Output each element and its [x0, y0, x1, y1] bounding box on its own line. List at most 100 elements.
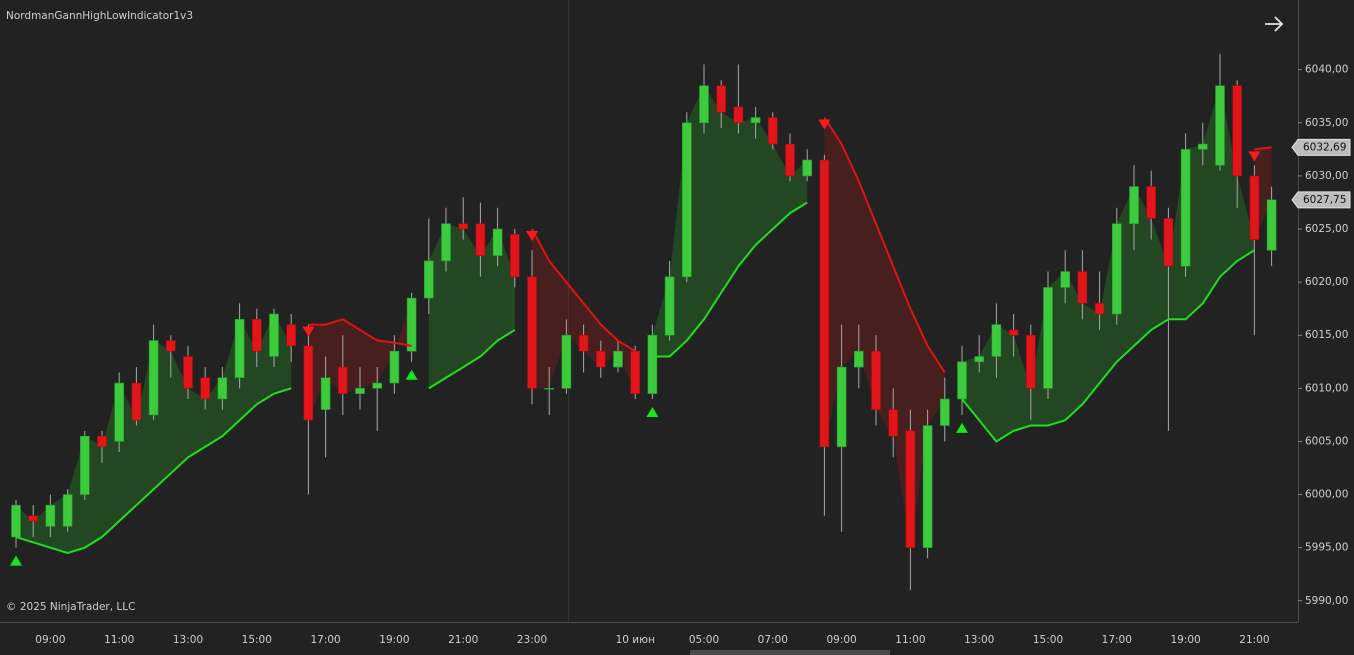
candle-body — [252, 319, 262, 352]
candle-body — [45, 504, 56, 527]
candle-body — [733, 106, 744, 124]
candle-body — [681, 122, 692, 278]
candle-body — [819, 159, 830, 448]
candle-body — [183, 356, 193, 389]
candle-body — [114, 382, 124, 442]
candle-body — [544, 388, 555, 390]
y-tick-label: 6020,00 — [1305, 276, 1348, 288]
sell-signal — [818, 119, 831, 130]
candle-body — [1249, 175, 1260, 240]
y-tick-label: 5990,00 — [1305, 595, 1348, 607]
candle-body — [1146, 186, 1156, 219]
candle-body — [578, 334, 589, 352]
x-tick-label: 21:00 — [1239, 634, 1269, 646]
candle-body — [647, 334, 658, 394]
candle-body — [217, 377, 228, 400]
indicator-line — [961, 249, 1255, 443]
candle-body — [957, 361, 967, 400]
x-tick-label: 09:00 — [826, 634, 856, 646]
candle-body — [974, 356, 985, 363]
sell-signal — [526, 231, 538, 242]
candle-body — [320, 377, 331, 410]
x-tick-label: 09:00 — [35, 634, 65, 646]
x-tick-label: 17:00 — [1102, 634, 1132, 646]
candle-body — [389, 350, 400, 384]
candle-body — [11, 504, 21, 538]
candle-body — [62, 494, 73, 527]
sell-signal — [1248, 151, 1261, 162]
candle-body — [802, 159, 813, 177]
candle-body — [1060, 271, 1070, 288]
buy-signal — [646, 406, 659, 417]
candle-body — [286, 324, 297, 347]
candle-body — [1180, 149, 1191, 267]
x-tick-label: 13:00 — [173, 634, 203, 646]
candle-body — [664, 276, 675, 336]
candle-body — [1026, 334, 1036, 389]
price-marker-label: 6032,69 — [1303, 141, 1346, 153]
x-tick-label: 21:00 — [448, 634, 478, 646]
candle-body — [475, 223, 486, 256]
x-tick-label: 19:00 — [1170, 634, 1200, 646]
y-tick-label: 6000,00 — [1305, 489, 1348, 501]
buy-signal — [405, 369, 418, 380]
price-marker — [1291, 138, 1351, 156]
candle-body — [699, 85, 709, 124]
candle-body — [630, 350, 641, 394]
x-tick-label: 19:00 — [379, 634, 409, 646]
candle-body — [337, 366, 348, 394]
x-tick-label: 17:00 — [310, 634, 340, 646]
candle-body — [1232, 85, 1242, 177]
x-tick-label: 15:00 — [242, 634, 272, 646]
x-tick-label: 05:00 — [689, 634, 719, 646]
candle-body — [561, 334, 572, 389]
indicator-line — [1254, 146, 1272, 151]
candle-body — [1198, 143, 1208, 150]
candle-body — [716, 85, 727, 113]
candle-body — [1163, 218, 1174, 267]
x-tick-label: 13:00 — [964, 634, 994, 646]
candle-body — [613, 350, 623, 368]
candle-body — [1094, 303, 1105, 315]
indicator-line — [823, 116, 946, 373]
candle-body — [80, 435, 90, 495]
candle-body — [767, 117, 778, 145]
indicator-fill — [308, 298, 412, 421]
sell-signal — [302, 326, 315, 337]
x-tick-label: 10 июн — [616, 634, 655, 646]
candle-body — [1215, 85, 1225, 166]
candle-body — [131, 382, 142, 421]
candle-body — [1129, 186, 1139, 225]
candle-body — [939, 398, 950, 426]
candle-body — [492, 228, 503, 256]
candle-body — [785, 143, 795, 177]
y-tick-label: 6005,00 — [1305, 435, 1348, 447]
candle-body — [372, 382, 383, 389]
candle-body — [148, 340, 159, 416]
y-tick-label: 6040,00 — [1305, 64, 1348, 76]
candle-body — [1008, 329, 1019, 336]
y-tick-label: 6035,00 — [1305, 117, 1348, 129]
plot-area — [10, 53, 1277, 591]
candle-body — [200, 377, 210, 400]
candle-body — [905, 430, 916, 548]
price-marker — [1291, 191, 1351, 209]
candle-body — [836, 366, 847, 448]
candle-body — [406, 297, 417, 352]
price-marker-label: 6027,75 — [1303, 194, 1346, 206]
candle-body — [1266, 199, 1277, 251]
indicator-line — [531, 228, 636, 353]
scrollbar[interactable] — [690, 650, 890, 655]
candle-body — [1112, 223, 1122, 315]
candle-body — [423, 260, 434, 299]
indicator-fill — [962, 85, 1255, 442]
candle-body — [28, 515, 39, 522]
candle-body — [871, 350, 881, 410]
indicator-fill — [428, 223, 515, 389]
nav-arrow[interactable] — [1265, 16, 1284, 32]
candle-body — [853, 350, 864, 368]
candle-body — [97, 435, 107, 448]
candle-body — [595, 350, 606, 368]
